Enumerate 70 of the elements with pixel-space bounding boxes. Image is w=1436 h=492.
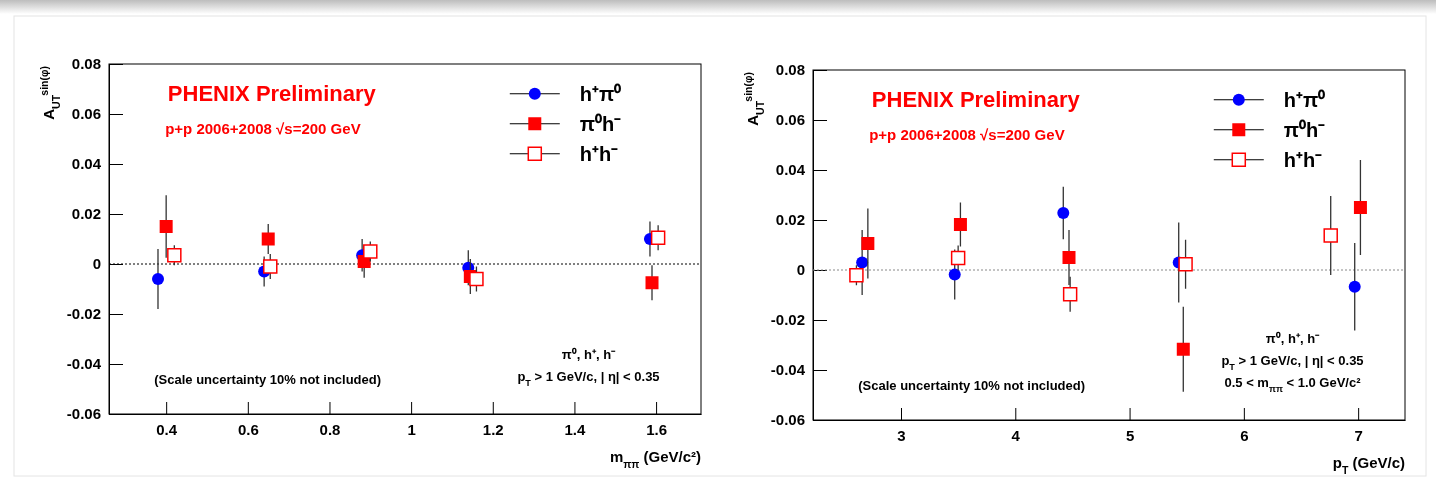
y-tick-label: 0.06 — [775, 111, 805, 129]
point — [948, 268, 961, 281]
x-tick-label: 0.8 — [319, 420, 341, 438]
point — [1176, 342, 1190, 356]
annotation: (Scale uncertainty 10% not included) — [858, 378, 1086, 394]
legend-label: h⁺h⁻ — [1283, 148, 1323, 171]
y-tick-label: -0.06 — [770, 411, 805, 429]
point — [650, 230, 666, 245]
y-tick-label: 0.04 — [71, 155, 102, 173]
legend-label: h⁺h⁻ — [579, 142, 619, 165]
x-tick-label: 6 — [1240, 426, 1249, 444]
point — [849, 268, 864, 283]
point — [159, 220, 173, 233]
point — [1062, 287, 1078, 302]
legend-label: h⁺π⁰ — [1283, 88, 1326, 111]
legend-label: π⁰h⁻ — [1283, 118, 1326, 141]
y-tick-label: -0.06 — [66, 405, 101, 423]
x-tick-label: 0.4 — [156, 420, 178, 438]
annotation: (Scale uncertainty 10% not included) — [154, 372, 382, 388]
y-tick-label: 0.06 — [71, 105, 101, 123]
annotation: p+p 2006+2008 √s=200 GeV — [869, 126, 1065, 143]
point — [861, 237, 875, 250]
point — [261, 232, 275, 246]
annotation: π⁰, h⁺, h⁻ — [561, 347, 617, 363]
annotation: 0.5 < m$_{ππ}$ < 1.0 GeV/c² — [1224, 374, 1362, 394]
y-tick-label: 0.02 — [71, 205, 101, 223]
annotation: p$_{T}$ > 1 GeV/c, | η| < 0.35 — [1221, 353, 1364, 373]
x-axis-title: m$_{ππ}$ (GeV/c²) — [609, 448, 701, 470]
x-axis-title: p$_{T}$ (GeV/c) — [1332, 454, 1405, 476]
legend-label: π⁰h⁻ — [579, 112, 622, 135]
legend-label: h⁺π⁰ — [579, 82, 622, 105]
point — [151, 273, 164, 285]
point — [1062, 251, 1076, 264]
x-tick-label: 4 — [1011, 426, 1021, 444]
annotation: p+p 2006+2008 √s=200 GeV — [165, 120, 361, 137]
annotation: p$_{T}$ > 1 GeV/c, | η| < 0.35 — [517, 368, 660, 388]
point — [1323, 228, 1338, 243]
point — [950, 250, 966, 266]
point — [167, 248, 182, 263]
y-tick-label: 0.04 — [775, 161, 806, 179]
point — [953, 218, 967, 231]
annotation: π⁰, h⁺, h⁻ — [1265, 331, 1321, 347]
point — [645, 276, 659, 290]
x-tick-label: 7 — [1354, 426, 1363, 444]
point — [1353, 201, 1367, 214]
y-tick-label: -0.04 — [66, 355, 102, 373]
point — [1348, 280, 1361, 293]
y-tick-label: 0 — [796, 261, 805, 279]
point — [1057, 207, 1070, 219]
y-tick-label: 0.08 — [71, 55, 101, 73]
point — [363, 244, 378, 259]
x-tick-label: 1 — [407, 420, 416, 438]
annotation: PHENIX Preliminary — [167, 80, 377, 106]
y-tick-label: -0.02 — [66, 305, 101, 323]
x-tick-label: 1.6 — [646, 420, 668, 438]
point — [856, 256, 869, 269]
y-tick-label: 0 — [92, 255, 101, 273]
point — [1178, 257, 1193, 272]
point — [469, 271, 484, 287]
y-tick-label: 0.02 — [775, 211, 805, 229]
x-tick-label: 1.2 — [482, 420, 504, 438]
x-tick-label: 3 — [897, 426, 906, 444]
annotation: PHENIX Preliminary — [871, 86, 1081, 112]
point — [263, 259, 278, 274]
x-tick-label: 1.4 — [564, 420, 587, 438]
x-tick-label: 0.6 — [237, 420, 259, 438]
y-tick-label: 0.08 — [775, 61, 805, 79]
y-tick-label: -0.04 — [770, 361, 806, 379]
x-tick-label: 5 — [1125, 426, 1135, 444]
y-tick-label: -0.02 — [770, 311, 805, 329]
